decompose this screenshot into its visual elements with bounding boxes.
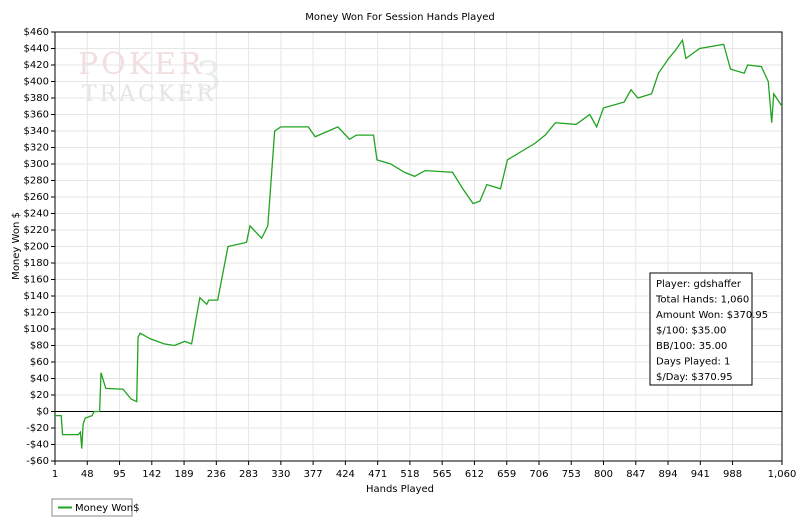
y-tick-label: $380	[24, 93, 49, 104]
x-tick-label: 424	[336, 469, 355, 480]
y-tick-label: $180	[24, 258, 49, 269]
y-tick-label: -$60	[26, 456, 49, 467]
y-tick-label: $360	[24, 110, 49, 121]
y-tick-label: -$20	[26, 423, 49, 434]
y-tick-label: $320	[24, 143, 49, 154]
y-tick-label: $80	[30, 341, 49, 352]
x-tick-label: 612	[465, 469, 484, 480]
y-tick-label: $340	[24, 126, 49, 137]
x-tick-label: 236	[207, 469, 226, 480]
info-text: Days Played: 1	[656, 357, 730, 368]
x-tick-label: 565	[433, 469, 452, 480]
info-text: Total Hands: 1,060	[655, 295, 749, 306]
x-tick-label: 753	[562, 469, 581, 480]
x-tick-label: 659	[497, 469, 516, 480]
x-tick-label: 800	[594, 469, 613, 480]
x-tick-label: 847	[626, 469, 645, 480]
y-tick-label: $20	[30, 390, 49, 401]
info-box	[649, 272, 753, 386]
x-tick-label: 189	[175, 469, 194, 480]
x-tick-label: 48	[81, 469, 94, 480]
y-tick-label: $200	[24, 242, 49, 253]
x-tick-label: 1,060	[768, 469, 797, 480]
x-tick-label: 518	[400, 469, 419, 480]
x-tick-label: 1	[52, 469, 58, 480]
y-tick-label: -$40	[26, 440, 49, 451]
y-tick-label: $100	[24, 324, 49, 335]
y-tick-label: $420	[24, 60, 49, 71]
legend-box	[51, 498, 133, 517]
y-tick-label: $300	[24, 159, 49, 170]
info-text: Amount Won: $370.95	[656, 310, 768, 321]
y-tick-label: $120	[24, 308, 49, 319]
info-text: BB/100: 35.00	[656, 341, 727, 352]
watermark: TRACKER	[82, 82, 216, 107]
x-axis-title: Hands Played	[366, 484, 434, 495]
x-tick-label: 283	[239, 469, 258, 480]
info-text: Player: gdshaffer	[656, 279, 742, 290]
y-tick-label: $260	[24, 192, 49, 203]
y-tick-label: $240	[24, 209, 49, 220]
y-tick-label: $0	[36, 407, 49, 418]
info-text: $/Day: $370.95	[656, 372, 733, 383]
x-tick-label: 471	[368, 469, 387, 480]
y-tick-label: $220	[24, 225, 49, 236]
x-tick-label: 941	[691, 469, 710, 480]
x-tick-label: 377	[304, 469, 323, 480]
data-line	[55, 38, 783, 449]
watermark: 3	[196, 54, 221, 100]
y-tick-label: $400	[24, 77, 49, 88]
y-tick-label: $280	[24, 176, 49, 187]
chart-title: Money Won For Session Hands Played	[305, 12, 494, 23]
y-tick-label: $460	[24, 27, 49, 38]
legend-label: Money Won$	[75, 503, 139, 514]
y-tick-label: $140	[24, 291, 49, 302]
y-tick-label: $160	[24, 275, 49, 286]
y-tick-label: $440	[24, 44, 49, 55]
info-text: $/100: $35.00	[656, 326, 726, 337]
y-tick-label: $60	[30, 357, 49, 368]
plot-frame	[54, 31, 783, 462]
x-tick-label: 988	[723, 469, 742, 480]
x-tick-label: 706	[529, 469, 548, 480]
x-tick-label: 330	[271, 469, 290, 480]
y-axis-title: Money Won $	[11, 212, 22, 280]
x-tick-label: 894	[658, 469, 677, 480]
x-tick-label: 142	[142, 469, 161, 480]
y-tick-label: $40	[30, 374, 49, 385]
x-tick-label: 95	[113, 469, 126, 480]
